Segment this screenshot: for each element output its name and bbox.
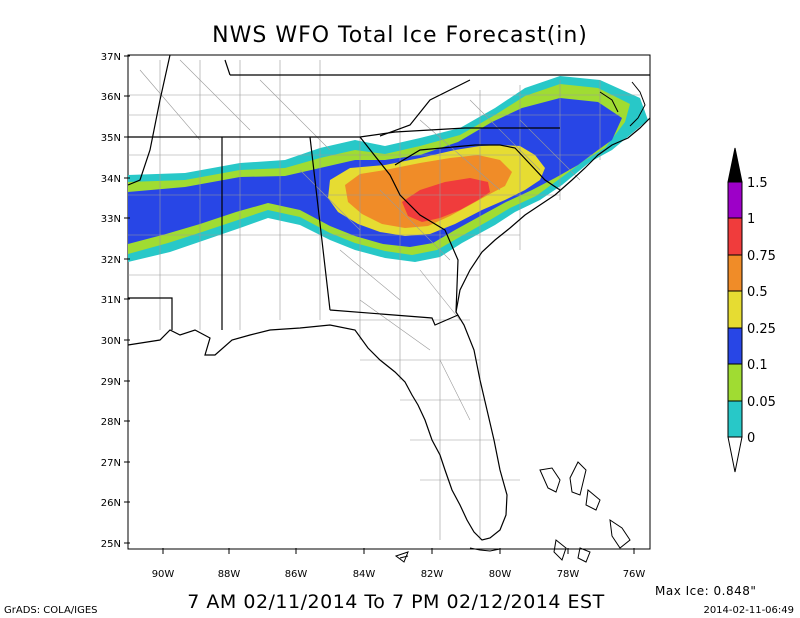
state-borders — [127, 54, 650, 330]
colorbar-label: 0.5 — [747, 285, 768, 300]
lat-label: 30N — [101, 336, 121, 347]
outer-banks — [599, 81, 646, 127]
ice-band-1 — [402, 178, 490, 222]
lat-label: 25N — [101, 539, 121, 550]
lon-label: 88W — [218, 569, 241, 580]
colorbar-swatch-0-05 — [727, 400, 743, 438]
lat-label: 37N — [101, 52, 121, 63]
lon-label: 90W — [152, 569, 175, 580]
map-title: NWS WFO Total Ice Forecast(in) — [212, 23, 588, 48]
ice-contours — [128, 76, 648, 262]
lon-label: 76W — [623, 569, 646, 580]
run-time-label: 2014-02-11-06:49 — [703, 605, 794, 616]
colorbar-top-arrow — [727, 147, 743, 183]
lon-label: 84W — [353, 569, 376, 580]
valid-period: 7 AM 02/11/2014 To 7 PM 02/12/2014 EST — [187, 591, 604, 613]
bahamas-islands — [394, 461, 631, 563]
lon-label: 78W — [557, 569, 580, 580]
colorbar: 1.5 1 0.75 0.5 0.25 0.1 0.05 0 — [727, 147, 776, 473]
lat-label: 36N — [101, 92, 121, 103]
lon-label: 80W — [489, 569, 512, 580]
colorbar-swatch-1 — [727, 217, 743, 256]
colorbar-swatch-1-5 — [727, 181, 743, 219]
lat-label: 26N — [101, 498, 121, 509]
lat-label: 27N — [101, 458, 121, 469]
credit-label: GrADS: COLA/IGES — [4, 605, 98, 616]
longitude-axis: 90W 88W 86W 84W 82W 80W 78W 76W — [152, 548, 646, 580]
colorbar-bottom-arrow — [727, 436, 743, 473]
lon-label: 86W — [285, 569, 308, 580]
colorbar-swatch-0-1 — [727, 363, 743, 402]
lat-label: 32N — [101, 255, 121, 266]
colorbar-swatch-0-5 — [727, 290, 743, 329]
colorbar-swatch-0-25 — [727, 327, 743, 365]
lat-label: 34N — [101, 174, 121, 185]
colorbar-label: 0.05 — [747, 395, 776, 410]
max-ice-label: Max Ice: 0.848" — [655, 584, 756, 598]
lat-label: 29N — [101, 377, 121, 388]
colorbar-label: 0.1 — [747, 358, 768, 373]
latitude-axis: 37N 36N 35N 34N 33N 32N 31N 30N 29N 28N … — [101, 52, 130, 550]
colorbar-label: 0.25 — [747, 322, 776, 337]
lat-label: 33N — [101, 214, 121, 225]
colorbar-label: 1 — [747, 212, 755, 227]
lat-label: 28N — [101, 417, 121, 428]
colorbar-label: 0.75 — [747, 249, 776, 264]
colorbar-label: 1.5 — [747, 176, 768, 191]
colorbar-label: 0 — [747, 431, 755, 446]
coastline — [127, 117, 651, 541]
map-area: 37N 36N 35N 34N 33N 32N 31N 30N 29N 28N … — [101, 52, 651, 580]
county-lines — [128, 59, 640, 540]
lat-label: 35N — [101, 133, 121, 144]
lon-label: 82W — [421, 569, 444, 580]
lat-label: 31N — [101, 295, 121, 306]
colorbar-swatch-0-75 — [727, 254, 743, 292]
